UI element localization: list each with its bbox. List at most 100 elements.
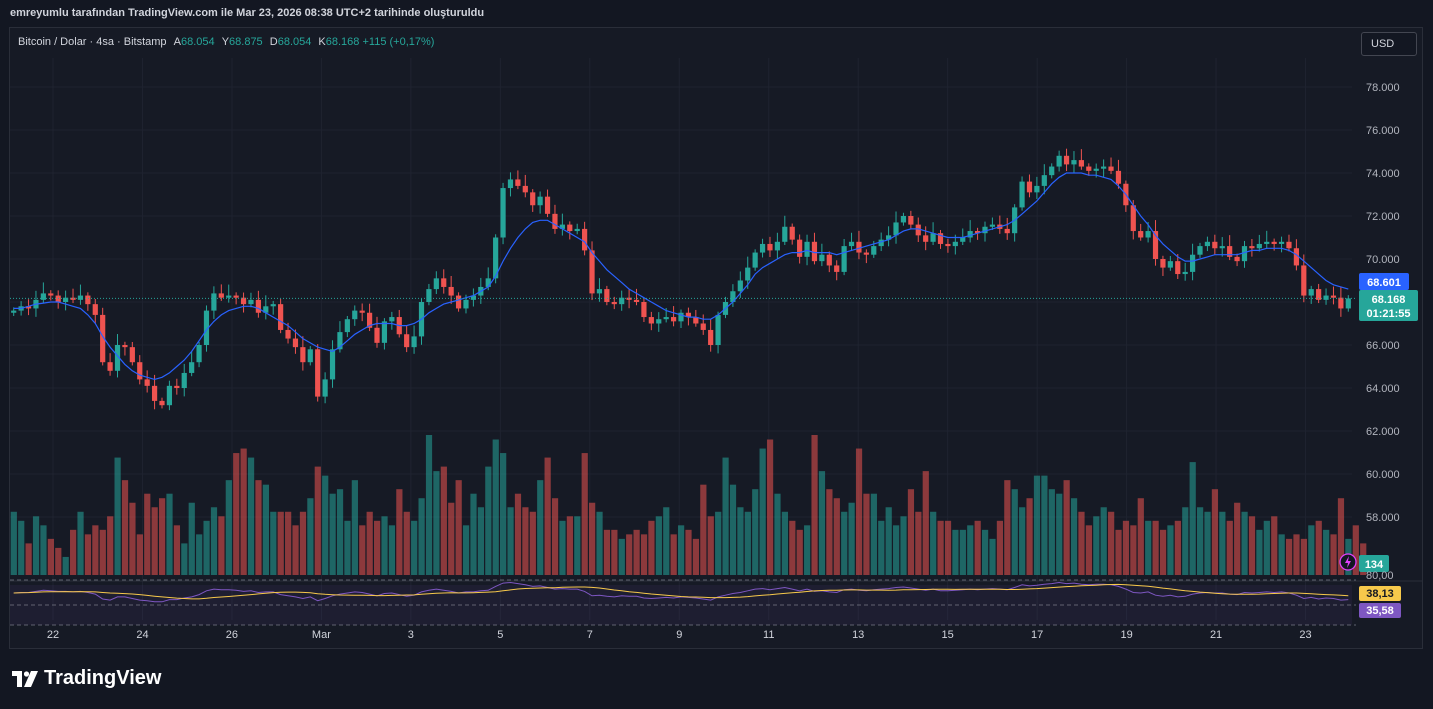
candle-body bbox=[537, 196, 543, 206]
volume-bar bbox=[107, 516, 114, 575]
volume-bar bbox=[1093, 516, 1100, 575]
volume-bar bbox=[1122, 520, 1130, 575]
volume-bar bbox=[841, 511, 848, 575]
volume-bar bbox=[1271, 516, 1278, 575]
candle-body bbox=[544, 196, 551, 214]
volume-bar bbox=[322, 475, 329, 575]
volume-bar bbox=[1063, 480, 1070, 575]
candle-body bbox=[1086, 166, 1092, 171]
volume-bar bbox=[900, 516, 907, 575]
price-tick-label: 72.000 bbox=[1366, 211, 1400, 223]
symbol-title[interactable]: Bitcoin / Dolar · 4sa · Bitstamp bbox=[18, 36, 167, 48]
candle-body bbox=[77, 295, 84, 300]
time-tick-label: 24 bbox=[136, 629, 148, 641]
volume-bar bbox=[270, 511, 277, 575]
candle-body bbox=[811, 241, 818, 262]
candle-body bbox=[737, 280, 743, 292]
candle-body bbox=[752, 252, 758, 268]
candle-body bbox=[300, 347, 306, 363]
candle-body bbox=[366, 312, 373, 328]
candle-body bbox=[1197, 246, 1203, 255]
low-label: D bbox=[269, 36, 278, 48]
candle-body bbox=[685, 312, 692, 318]
candle-body bbox=[151, 385, 158, 401]
candle-body bbox=[1212, 241, 1218, 249]
volume-bar bbox=[1100, 507, 1107, 575]
close-value: 68.168 bbox=[325, 36, 360, 48]
time-tick-label: 15 bbox=[942, 629, 954, 641]
candle-body bbox=[930, 233, 936, 242]
volume-bar bbox=[974, 520, 981, 575]
candle-body bbox=[1093, 168, 1099, 171]
candle-body bbox=[63, 297, 69, 302]
candle-body bbox=[25, 306, 32, 309]
candle-body bbox=[656, 319, 662, 324]
candle-body bbox=[1189, 254, 1196, 272]
candle-body bbox=[1234, 256, 1240, 262]
candle-body bbox=[1041, 175, 1047, 186]
volume-bar bbox=[855, 448, 863, 575]
candle-body bbox=[374, 327, 380, 343]
volume-bar bbox=[640, 534, 648, 575]
candle-body bbox=[48, 293, 54, 296]
candle-body bbox=[619, 297, 625, 305]
volume-bar bbox=[166, 493, 173, 575]
volume-bar bbox=[996, 520, 1004, 575]
volume-bar bbox=[255, 480, 262, 575]
volume-bar bbox=[1078, 511, 1085, 575]
candle-body bbox=[841, 246, 847, 272]
candle-body bbox=[522, 185, 528, 193]
volume-bar bbox=[84, 534, 92, 575]
volume-bar bbox=[514, 493, 522, 575]
volume-bar bbox=[351, 480, 358, 575]
currency-button[interactable]: USD bbox=[1361, 32, 1417, 56]
rsi-top-label: 80,00 bbox=[1366, 570, 1394, 582]
candle-body bbox=[122, 345, 128, 348]
volume-bar bbox=[566, 516, 573, 575]
candle-body bbox=[982, 226, 988, 234]
volume-bar bbox=[818, 471, 826, 575]
volume-bar bbox=[396, 489, 403, 575]
volume-bar bbox=[1167, 525, 1174, 575]
volume-bar bbox=[336, 489, 344, 575]
volume-bar bbox=[529, 511, 536, 575]
lightning-icon[interactable] bbox=[1339, 553, 1357, 571]
time-tick-label: 5 bbox=[497, 629, 503, 641]
candle-body bbox=[826, 254, 832, 266]
candle-body bbox=[804, 241, 810, 257]
volume-bar bbox=[62, 556, 69, 575]
candle-body bbox=[189, 362, 195, 373]
volume-bar bbox=[218, 516, 225, 575]
tradingview-logo[interactable]: TradingView bbox=[12, 667, 161, 690]
candle-body bbox=[730, 291, 736, 302]
volume-bar bbox=[789, 520, 796, 575]
candle-body bbox=[315, 349, 321, 397]
candle-body bbox=[137, 362, 143, 380]
volume-bar bbox=[77, 511, 84, 575]
candle-body bbox=[952, 241, 958, 247]
volume-bar bbox=[663, 507, 670, 575]
candle-body bbox=[1330, 295, 1337, 298]
volume-bar bbox=[425, 435, 433, 575]
candle-body bbox=[574, 228, 580, 232]
volume-bar bbox=[989, 538, 996, 575]
volume-bar bbox=[1248, 516, 1256, 575]
candle-body bbox=[470, 295, 476, 300]
tradingview-logo-icon bbox=[12, 670, 38, 687]
volume-bar bbox=[247, 457, 255, 575]
volume-bar bbox=[937, 520, 944, 575]
candle-body bbox=[433, 278, 439, 290]
volume-bar bbox=[574, 516, 581, 575]
volume-bar bbox=[70, 529, 77, 575]
volume-bar bbox=[455, 480, 462, 575]
volume-bar bbox=[448, 502, 455, 575]
candle-body bbox=[181, 372, 187, 388]
volume-bar bbox=[1234, 502, 1241, 575]
volume-bar bbox=[678, 525, 685, 575]
volume-bar bbox=[1308, 525, 1315, 575]
volume-bar bbox=[648, 520, 655, 575]
candle-body bbox=[1130, 205, 1136, 232]
volume-bar bbox=[707, 516, 714, 575]
candle-body bbox=[915, 224, 921, 236]
